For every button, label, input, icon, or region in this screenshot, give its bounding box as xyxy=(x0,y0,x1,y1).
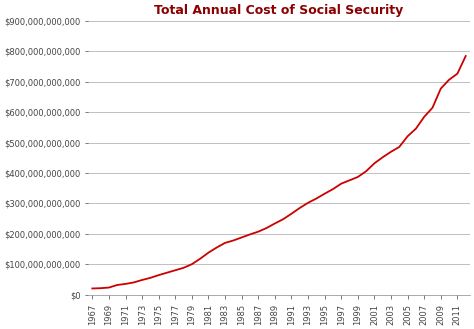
Title: Total Annual Cost of Social Security: Total Annual Cost of Social Security xyxy=(155,4,404,17)
